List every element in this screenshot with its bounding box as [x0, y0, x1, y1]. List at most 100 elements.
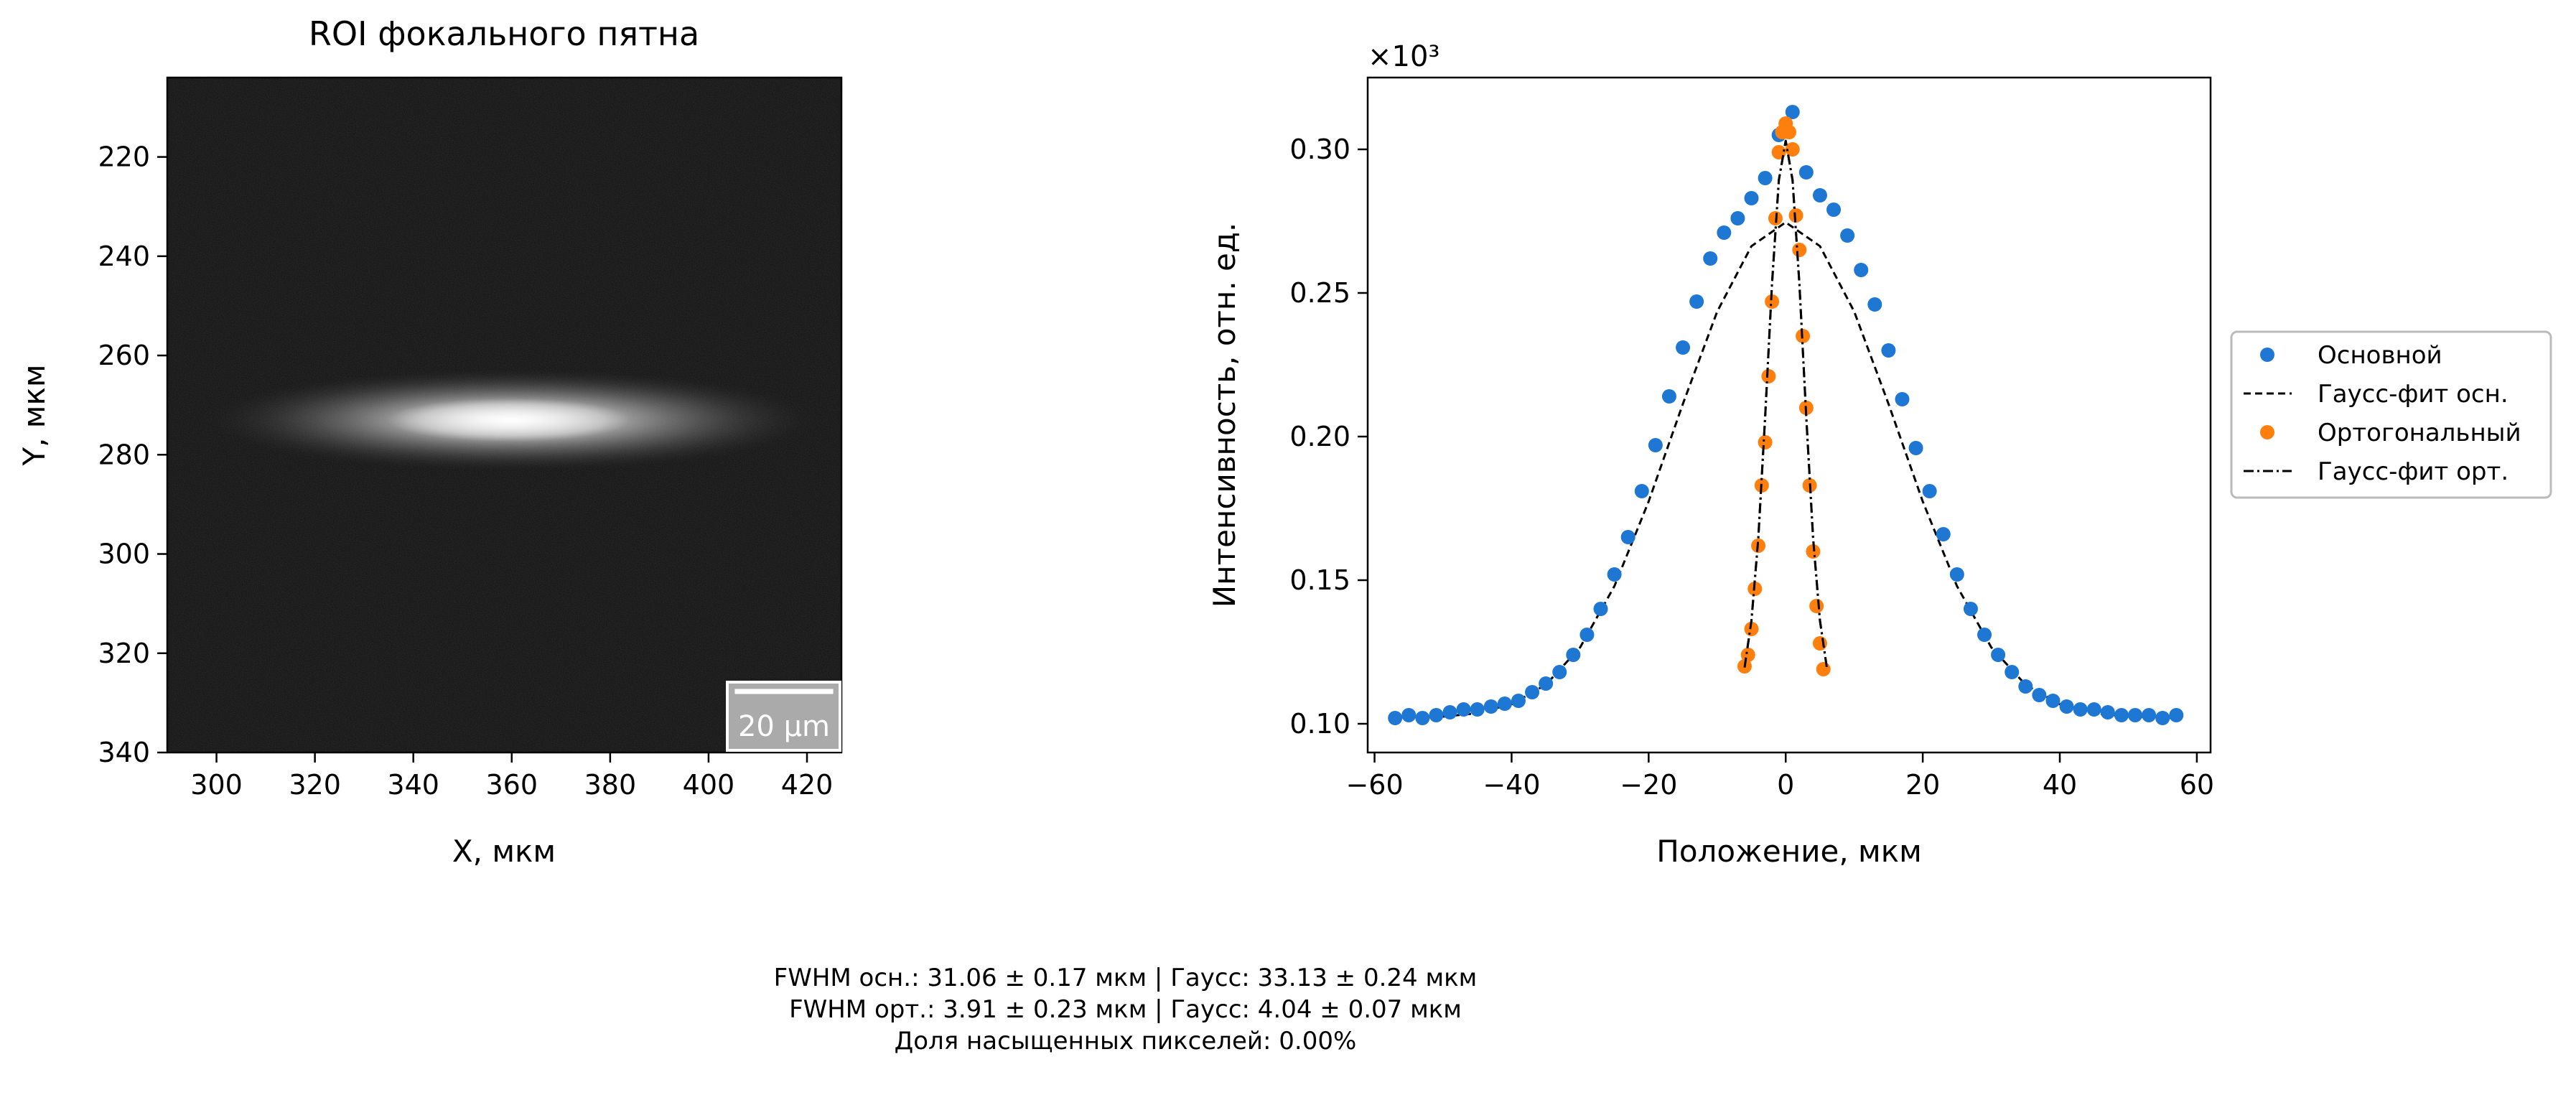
legend-label-orth: Ортогональный — [2318, 419, 2521, 447]
roi-image-frame — [166, 76, 843, 754]
series-point-0 — [1703, 251, 1718, 266]
profile-x-tick-label: −60 — [1345, 769, 1403, 801]
series-point-0 — [1593, 602, 1608, 616]
series-point-0 — [2059, 699, 2074, 714]
series-point-0 — [2073, 702, 2088, 717]
series-point-0 — [1949, 567, 1964, 582]
roi-x-axis-label: X, мкм — [452, 834, 556, 869]
series-point-0 — [1977, 628, 1992, 642]
series-point-0 — [2155, 711, 2170, 725]
series-point-0 — [1634, 484, 1649, 498]
series-point-2 — [1758, 435, 1773, 449]
profile-x-tick-label: 40 — [2043, 769, 2077, 801]
profile-y-tick-label: 0.10 — [1289, 708, 1350, 740]
legend: Основной Гаусс-фит осн. Ортогональный Га… — [2230, 330, 2552, 499]
roi-x-tick-label: 400 — [683, 769, 735, 801]
series-point-0 — [1539, 676, 1554, 691]
series-point-0 — [1758, 171, 1773, 185]
series-point-0 — [2142, 708, 2157, 722]
series-point-0 — [1991, 648, 2006, 662]
series-point-0 — [1497, 696, 1512, 711]
roi-y-tick-label: 320 — [98, 638, 150, 669]
roi-y-tick-label: 280 — [98, 439, 150, 470]
series-point-0 — [1676, 340, 1691, 355]
series-point-0 — [1456, 702, 1471, 717]
series-point-0 — [1511, 694, 1526, 708]
roi-y-axis-label: Y, мкм — [17, 364, 52, 466]
series-point-0 — [1388, 711, 1403, 725]
series-point-0 — [2100, 705, 2115, 719]
profile-x-tick-label: −20 — [1620, 769, 1677, 801]
series-point-0 — [1895, 392, 1910, 406]
profile-y-axis-label: Интенсивность, отн. ед. — [1207, 223, 1242, 608]
series-point-2 — [1761, 369, 1776, 383]
series-point-0 — [1470, 702, 1485, 717]
profile-y-tick-label: 0.20 — [1289, 421, 1350, 452]
roi-x-tick-label: 300 — [190, 769, 243, 801]
series-line-orth-fit-overlay — [1743, 140, 1828, 668]
series-point-0 — [2045, 694, 2061, 708]
roi-y-tick-label: 300 — [98, 539, 150, 570]
series-point-0 — [2169, 708, 2184, 722]
series-point-0 — [1744, 191, 1759, 205]
series-point-2 — [1809, 599, 1824, 613]
series-point-0 — [1826, 202, 1842, 217]
series-point-0 — [1881, 343, 1896, 358]
profile-plot-frame — [1366, 76, 2212, 754]
roi-x-tick-label: 320 — [289, 769, 341, 801]
roi-image-panel: ROI фокального пятна 300 320 340 360 380 400 4… — [17, 14, 843, 869]
series-point-2 — [1806, 544, 1821, 559]
focal-spot-core — [387, 398, 631, 442]
series-point-0 — [1429, 708, 1444, 722]
series-point-0 — [1620, 530, 1635, 544]
series-point-2 — [1816, 662, 1831, 676]
fwhm-stats: FWHM осн.: 31.06 ± 0.17 мкм | Гаусс: 33.… — [0, 962, 2251, 1057]
series-point-0 — [2032, 688, 2047, 702]
series-point-0 — [1401, 708, 1417, 722]
profile-y-multiplier: ×10³ — [1368, 40, 1439, 73]
roi-x-tick-label: 360 — [486, 769, 538, 801]
series-point-0 — [1798, 165, 1814, 180]
series-point-2 — [1792, 243, 1807, 257]
series-point-0 — [1648, 438, 1663, 452]
profile-plot-area — [1368, 78, 2211, 752]
series-point-0 — [1717, 225, 1732, 240]
series-point-0 — [1854, 263, 1869, 277]
legend-frame — [2230, 330, 2552, 499]
series-point-0 — [1840, 228, 1855, 243]
series-point-0 — [1607, 567, 1622, 582]
series-point-0 — [1867, 297, 1882, 312]
profile-plot-panel: −60 −40 −20 0 20 40 60 0.10 0.15 0.20 0.25 0.30 ×10… — [1207, 40, 2552, 869]
series-point-2 — [1788, 208, 1803, 223]
series-point-0 — [2128, 708, 2143, 722]
series-point-0 — [1415, 711, 1430, 725]
legend-label-main: Основной — [2318, 341, 2442, 370]
profile-x-tick-label: −40 — [1483, 769, 1540, 801]
series-point-2 — [1744, 622, 1759, 636]
series-point-0 — [2114, 708, 2129, 722]
series-point-0 — [2086, 702, 2101, 717]
series-point-0 — [1525, 685, 1540, 699]
profile-x-tick-label: 20 — [1905, 769, 1940, 801]
profile-x-tick-label: 60 — [2180, 769, 2214, 801]
series-point-0 — [1922, 484, 1937, 498]
scale-bar: 20 µm — [726, 681, 841, 752]
series-point-2 — [1785, 142, 1800, 157]
profile-y-tick-label: 0.25 — [1289, 277, 1350, 309]
series-point-0 — [1442, 705, 1457, 719]
series-point-0 — [1908, 441, 1923, 455]
roi-y-tick-label: 240 — [98, 241, 150, 272]
series-point-0 — [1552, 665, 1567, 679]
series-point-0 — [2018, 679, 2033, 694]
legend-marker-main — [2260, 348, 2274, 362]
stats-line-orth: FWHM орт.: 3.91 ± 0.23 мкм | Гаусс: 4.04… — [789, 995, 1462, 1024]
series-point-0 — [2005, 665, 2020, 679]
roi-x-tick-label: 420 — [781, 769, 834, 801]
series-point-0 — [1689, 294, 1704, 309]
series-point-2 — [1812, 636, 1827, 651]
series-point-0 — [1785, 105, 1800, 119]
series-point-0 — [1483, 699, 1498, 714]
legend-label-orth-fit: Гаусс-фит орт. — [2318, 457, 2509, 486]
profile-x-tick-label: 0 — [1777, 769, 1794, 801]
